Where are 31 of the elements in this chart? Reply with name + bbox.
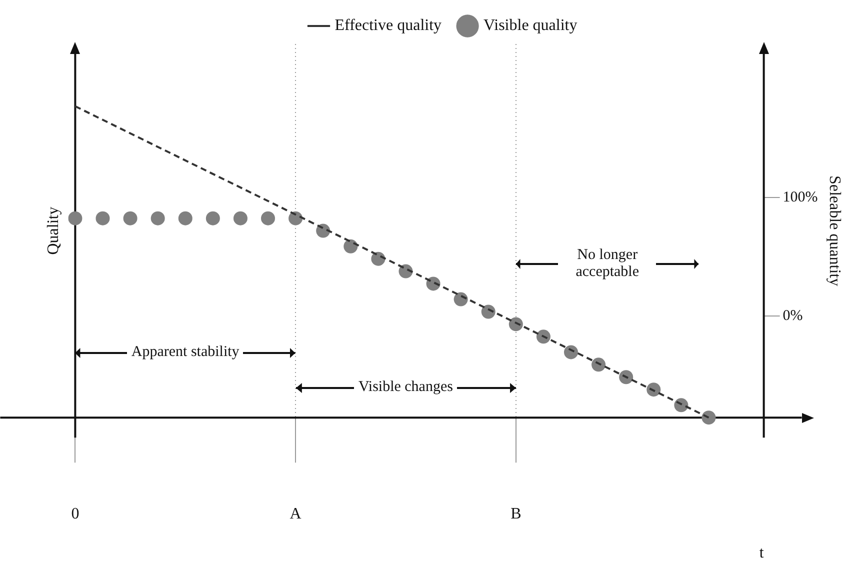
annotation: Apparent stability bbox=[130, 344, 240, 362]
y2-axis-title: Seleable quantity bbox=[826, 175, 844, 286]
point bbox=[206, 211, 220, 226]
point bbox=[68, 211, 82, 226]
x-axis-title: t bbox=[759, 544, 764, 562]
point bbox=[481, 304, 496, 319]
point bbox=[454, 292, 468, 306]
annotation: No longer acceptable bbox=[574, 247, 640, 282]
point bbox=[564, 345, 578, 360]
x-tick-label: A bbox=[290, 505, 302, 522]
point bbox=[344, 239, 358, 254]
point bbox=[536, 330, 550, 344]
point bbox=[646, 382, 661, 397]
x-tick-label: B bbox=[510, 505, 522, 522]
legend-label: Effective quality bbox=[334, 17, 442, 34]
y-axis-title: Quality bbox=[44, 206, 62, 255]
point bbox=[178, 211, 192, 226]
x-tick-label: 0 bbox=[71, 505, 80, 522]
point bbox=[508, 317, 523, 332]
point bbox=[619, 370, 634, 384]
legend-label: Visible quality bbox=[484, 17, 578, 34]
point bbox=[233, 211, 248, 226]
point bbox=[123, 211, 138, 226]
point bbox=[96, 211, 110, 226]
y2-tick-label: 100% bbox=[782, 190, 818, 206]
point bbox=[702, 410, 716, 425]
y2-tick-label: 0% bbox=[782, 308, 803, 324]
point bbox=[592, 358, 606, 372]
point bbox=[150, 211, 165, 226]
point bbox=[261, 211, 276, 226]
annotation: Visible changes bbox=[357, 379, 454, 396]
